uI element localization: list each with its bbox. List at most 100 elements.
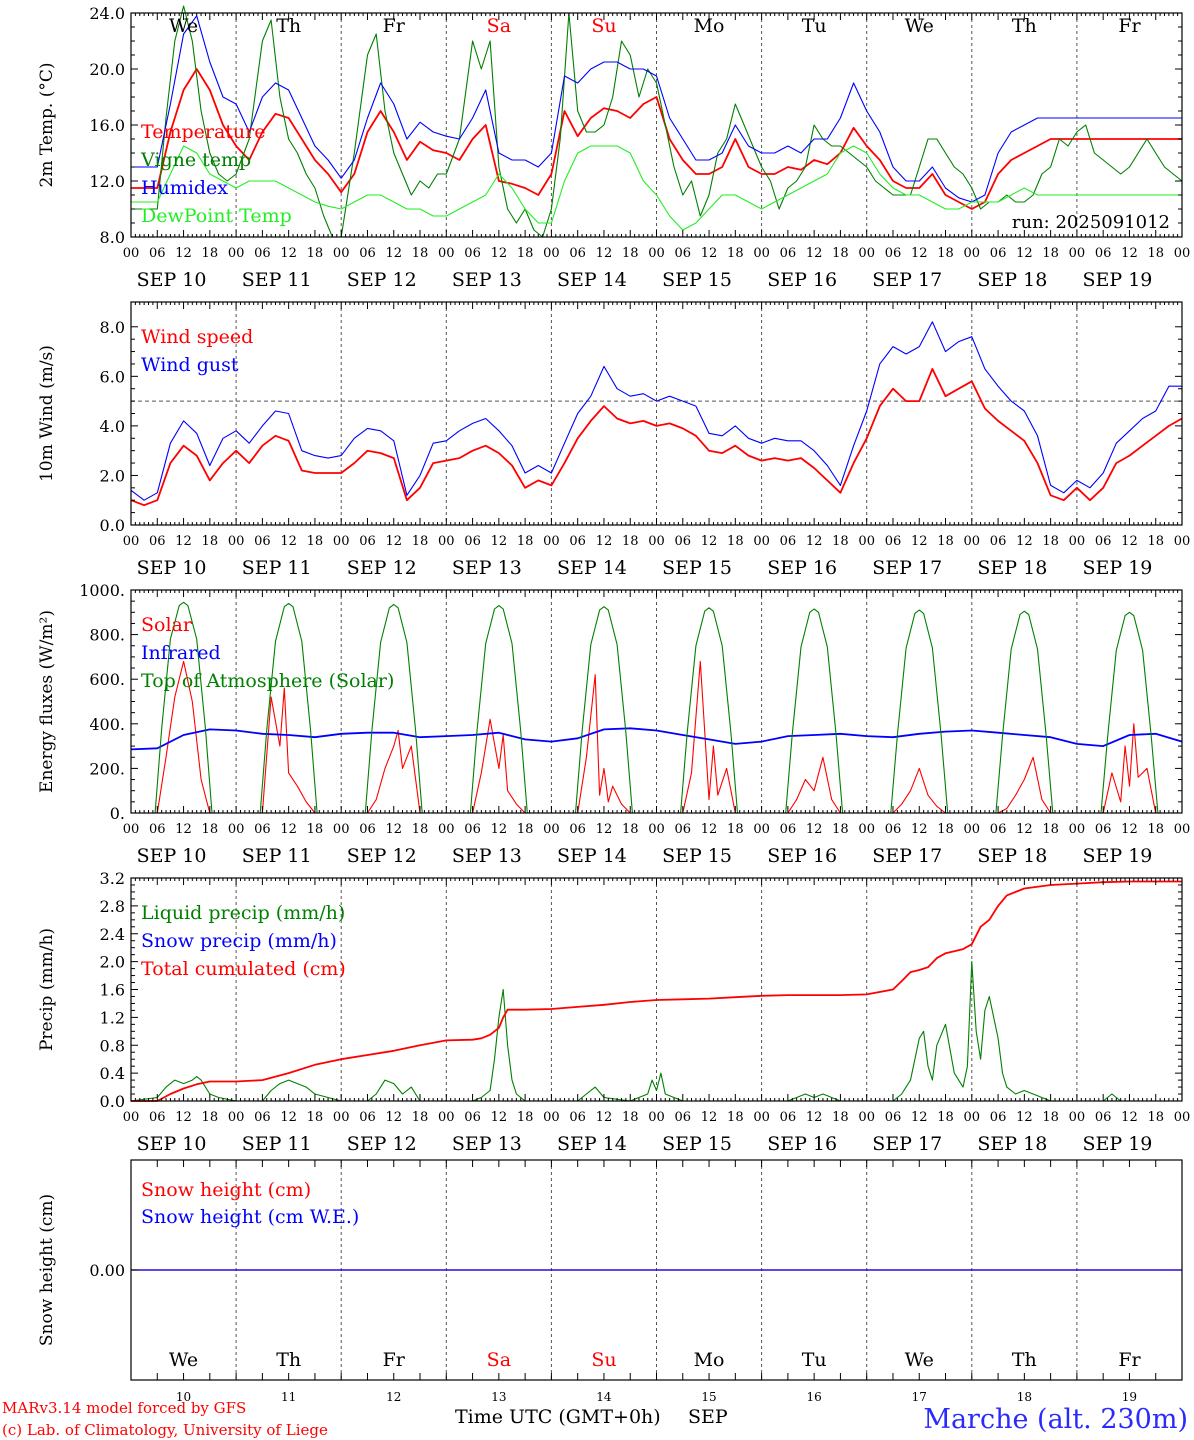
hour-tick-label: 18 (1147, 822, 1164, 837)
hour-tick-label: 18 (622, 822, 639, 837)
hour-tick-label: 06 (149, 246, 166, 261)
date-label: SEP 13 (452, 269, 522, 291)
hour-tick-label: 00 (964, 246, 981, 261)
series-line-total-cumulated-cm- (131, 880, 1182, 1102)
series-line-temperature (131, 68, 1182, 210)
day-number-label: 18 (1017, 1390, 1032, 1404)
weekday-label: Th (276, 15, 301, 37)
hour-tick-label: 12 (1016, 822, 1033, 837)
hour-tick-label: 06 (780, 822, 797, 837)
run-label: run: 2025091012 (1012, 212, 1170, 233)
date-label: SEP 11 (242, 269, 312, 291)
y-tick-label: 0.8 (100, 1036, 125, 1055)
date-label: SEP 19 (1083, 269, 1153, 291)
hour-tick-label: 18 (307, 534, 324, 549)
hour-tick-label: 06 (675, 1110, 692, 1125)
hour-tick-label: 12 (1016, 1110, 1033, 1125)
date-label: SEP 17 (872, 1133, 942, 1155)
day-number-label: 14 (596, 1390, 612, 1404)
hour-tick-label: 00 (753, 1110, 770, 1125)
y-tick-label: 3.2 (100, 869, 125, 888)
hour-tick-label: 00 (1174, 534, 1191, 549)
hour-tick-label: 06 (780, 246, 797, 261)
station-label: Marche (alt. 230m) (923, 1404, 1188, 1435)
hour-tick-label: 18 (832, 822, 849, 837)
hour-tick-label: 00 (438, 246, 455, 261)
hour-tick-label: 18 (937, 246, 954, 261)
date-label: SEP 16 (767, 845, 837, 867)
date-label: SEP 18 (977, 845, 1047, 867)
hour-tick-label: 06 (569, 246, 586, 261)
hour-tick-label: 06 (1095, 822, 1112, 837)
weekday-label: Th (276, 1349, 301, 1371)
hour-tick-label: 18 (307, 246, 324, 261)
hour-tick-label: 18 (937, 1110, 954, 1125)
hour-tick-label: 00 (858, 534, 875, 549)
hour-tick-label: 12 (1121, 1110, 1138, 1125)
weekday-label: Fr (383, 15, 406, 37)
legend-entry: Liquid precip (mm/h) (141, 902, 345, 924)
hour-tick-label: 06 (464, 1110, 481, 1125)
hour-tick-label: 00 (543, 822, 560, 837)
y-axis-label: 2m Temp. (°C) (37, 62, 57, 187)
hour-tick-label: 06 (359, 534, 376, 549)
hour-tick-label: 18 (517, 1110, 534, 1125)
hour-tick-label: 18 (202, 534, 219, 549)
series-line-vigne-temp (131, 5, 1183, 238)
y-tick-label: 0.0 (100, 516, 125, 535)
y-axis-label: Precip (mm/h) (37, 928, 57, 1051)
legend-entry: Humidex (141, 177, 228, 199)
hour-tick-label: 18 (622, 246, 639, 261)
date-label: SEP 13 (452, 1133, 522, 1155)
hour-tick-label: 12 (701, 246, 718, 261)
series-line-wind-speed (130, 367, 1183, 507)
hour-tick-label: 06 (464, 534, 481, 549)
date-label: SEP 12 (347, 845, 417, 867)
hour-tick-label: 12 (491, 1110, 508, 1125)
hour-tick-label: 12 (491, 534, 508, 549)
hour-tick-label: 06 (569, 1110, 586, 1125)
hour-tick-label: 00 (858, 246, 875, 261)
day-number-label: 19 (1122, 1390, 1137, 1404)
hour-tick-label: 00 (648, 1110, 665, 1125)
date-label: SEP 18 (977, 269, 1047, 291)
hour-tick-label: 06 (885, 1110, 902, 1125)
weekday-label: Th (1012, 1349, 1037, 1371)
hour-tick-label: 00 (858, 822, 875, 837)
y-tick-label: 1.6 (100, 981, 125, 1000)
hour-tick-label: 18 (832, 246, 849, 261)
hour-tick-label: 00 (1174, 246, 1191, 261)
hour-tick-label: 06 (464, 822, 481, 837)
date-label: SEP 17 (872, 557, 942, 579)
hour-tick-label: 18 (622, 1110, 639, 1125)
hour-tick-label: 06 (780, 1110, 797, 1125)
hour-tick-label: 18 (307, 1110, 324, 1125)
hour-tick-label: 12 (280, 534, 297, 549)
hour-tick-label: 12 (701, 822, 718, 837)
hour-tick-label: 12 (385, 822, 402, 837)
hour-tick-label: 00 (1174, 822, 1191, 837)
date-label: SEP 17 (872, 845, 942, 867)
date-label: SEP 15 (662, 557, 732, 579)
hour-tick-label: 12 (911, 246, 928, 261)
hour-tick-label: 12 (1121, 822, 1138, 837)
hour-tick-label: 18 (202, 1110, 219, 1125)
hour-tick-label: 12 (596, 1110, 613, 1125)
hour-tick-label: 06 (990, 1110, 1007, 1125)
date-label: SEP 14 (557, 269, 627, 291)
series-line-dewpoint-temp (131, 145, 1182, 231)
hour-tick-label: 18 (727, 246, 744, 261)
hour-tick-label: 00 (543, 246, 560, 261)
hour-tick-label: 12 (280, 822, 297, 837)
hour-tick-label: 00 (753, 822, 770, 837)
weekday-label: Th (1012, 15, 1037, 37)
hour-tick-label: 06 (675, 246, 692, 261)
hour-tick-label: 00 (228, 246, 245, 261)
hour-tick-label: 06 (149, 822, 166, 837)
hour-tick-label: 18 (307, 822, 324, 837)
date-label: SEP 19 (1083, 557, 1153, 579)
y-tick-label: 24.0 (89, 4, 125, 23)
date-label: SEP 15 (662, 845, 732, 867)
date-label: SEP 14 (557, 1133, 627, 1155)
hour-tick-label: 18 (202, 246, 219, 261)
